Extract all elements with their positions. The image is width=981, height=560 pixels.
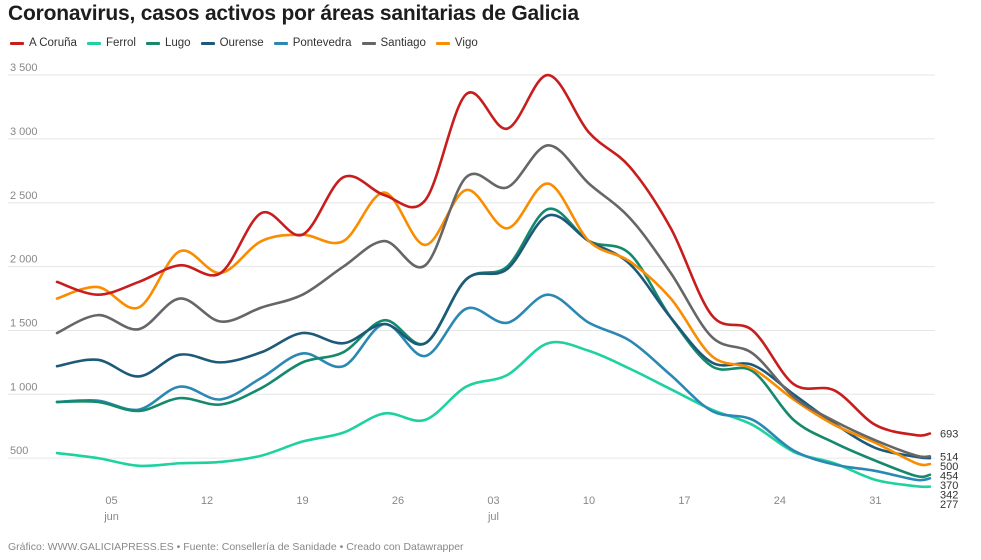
legend-label: Ourense — [219, 37, 264, 49]
legend-swatch — [361, 41, 376, 45]
legend-item: Ferrol — [86, 37, 136, 49]
legend-label: A Coruña — [29, 37, 77, 49]
legend-item: Vigo — [435, 37, 478, 49]
x-tick-label: 26 — [392, 495, 404, 507]
legend-label: Lugo — [164, 37, 191, 49]
y-tick-label: 2 500 — [10, 190, 38, 202]
x-tick-label: 03 — [487, 495, 499, 507]
footer-credits: Gráfico: WWW.GALICIAPRESS.ES • Fuente: C… — [8, 541, 464, 553]
y-tick-label: 1 500 — [10, 317, 38, 329]
x-tick-label: 17 — [678, 495, 690, 507]
end-value-label: 454 — [940, 470, 958, 482]
legend-swatch — [435, 41, 450, 45]
y-tick-label: 500 — [10, 445, 28, 457]
legend-item: Lugo — [145, 37, 191, 49]
legend-swatch — [86, 41, 101, 45]
legend-label: Pontevedra — [292, 37, 352, 49]
y-tick-label: 1 000 — [10, 381, 38, 393]
end-value-label: 342 — [940, 489, 958, 501]
x-tick-label: 24 — [774, 495, 786, 507]
legend-item: Pontevedra — [273, 37, 352, 49]
end-value-label: 500 — [940, 461, 958, 473]
legend-swatch — [200, 41, 215, 45]
legend-item: A Coruña — [10, 37, 77, 49]
series-line-pontevedra — [55, 293, 932, 482]
series-line-vigo — [55, 182, 932, 467]
x-tick-label: 19 — [296, 495, 308, 507]
x-tick-label: 10 — [583, 495, 595, 507]
y-tick-label: 2 000 — [10, 254, 38, 266]
series-line-ferrol — [55, 340, 932, 489]
legend-label: Santiago — [380, 37, 426, 49]
x-tick-label: 05 — [105, 495, 117, 507]
line-chart: 500 1 000 1 500 2 000 2 500 3 000 3 500 05 jun 12… — [8, 62, 958, 523]
x-month-label: jul — [487, 511, 499, 523]
x-month-label: jun — [103, 511, 119, 523]
legend-swatch — [273, 41, 288, 45]
chart-title: Coronavirus, casos activos por áreas san… — [8, 2, 579, 25]
legend-swatch — [10, 41, 24, 45]
series-line-ourense — [55, 213, 932, 460]
y-tick-label: 3 000 — [10, 126, 38, 138]
legend-label: Vigo — [454, 37, 478, 49]
legend: A Coruña Ferrol Lugo Ourense Pontevedra Santi… — [10, 37, 478, 49]
x-tick-label: 12 — [201, 495, 213, 507]
series-line-lugo — [55, 207, 932, 479]
y-tick-label: 3 500 — [10, 62, 38, 74]
legend-item: Santiago — [361, 37, 426, 49]
legend-swatch — [145, 41, 160, 45]
end-value-label: 693 — [940, 429, 958, 441]
end-value-label: 370 — [940, 480, 958, 492]
x-tick-label: 31 — [869, 495, 881, 507]
series-line-a-coruña — [55, 73, 932, 437]
series-line-santiago — [55, 143, 932, 459]
end-value-label: 277 — [940, 499, 958, 511]
legend-label: Ferrol — [105, 37, 136, 49]
legend-item: Ourense — [200, 37, 264, 49]
end-value-label: 514 — [940, 451, 958, 463]
